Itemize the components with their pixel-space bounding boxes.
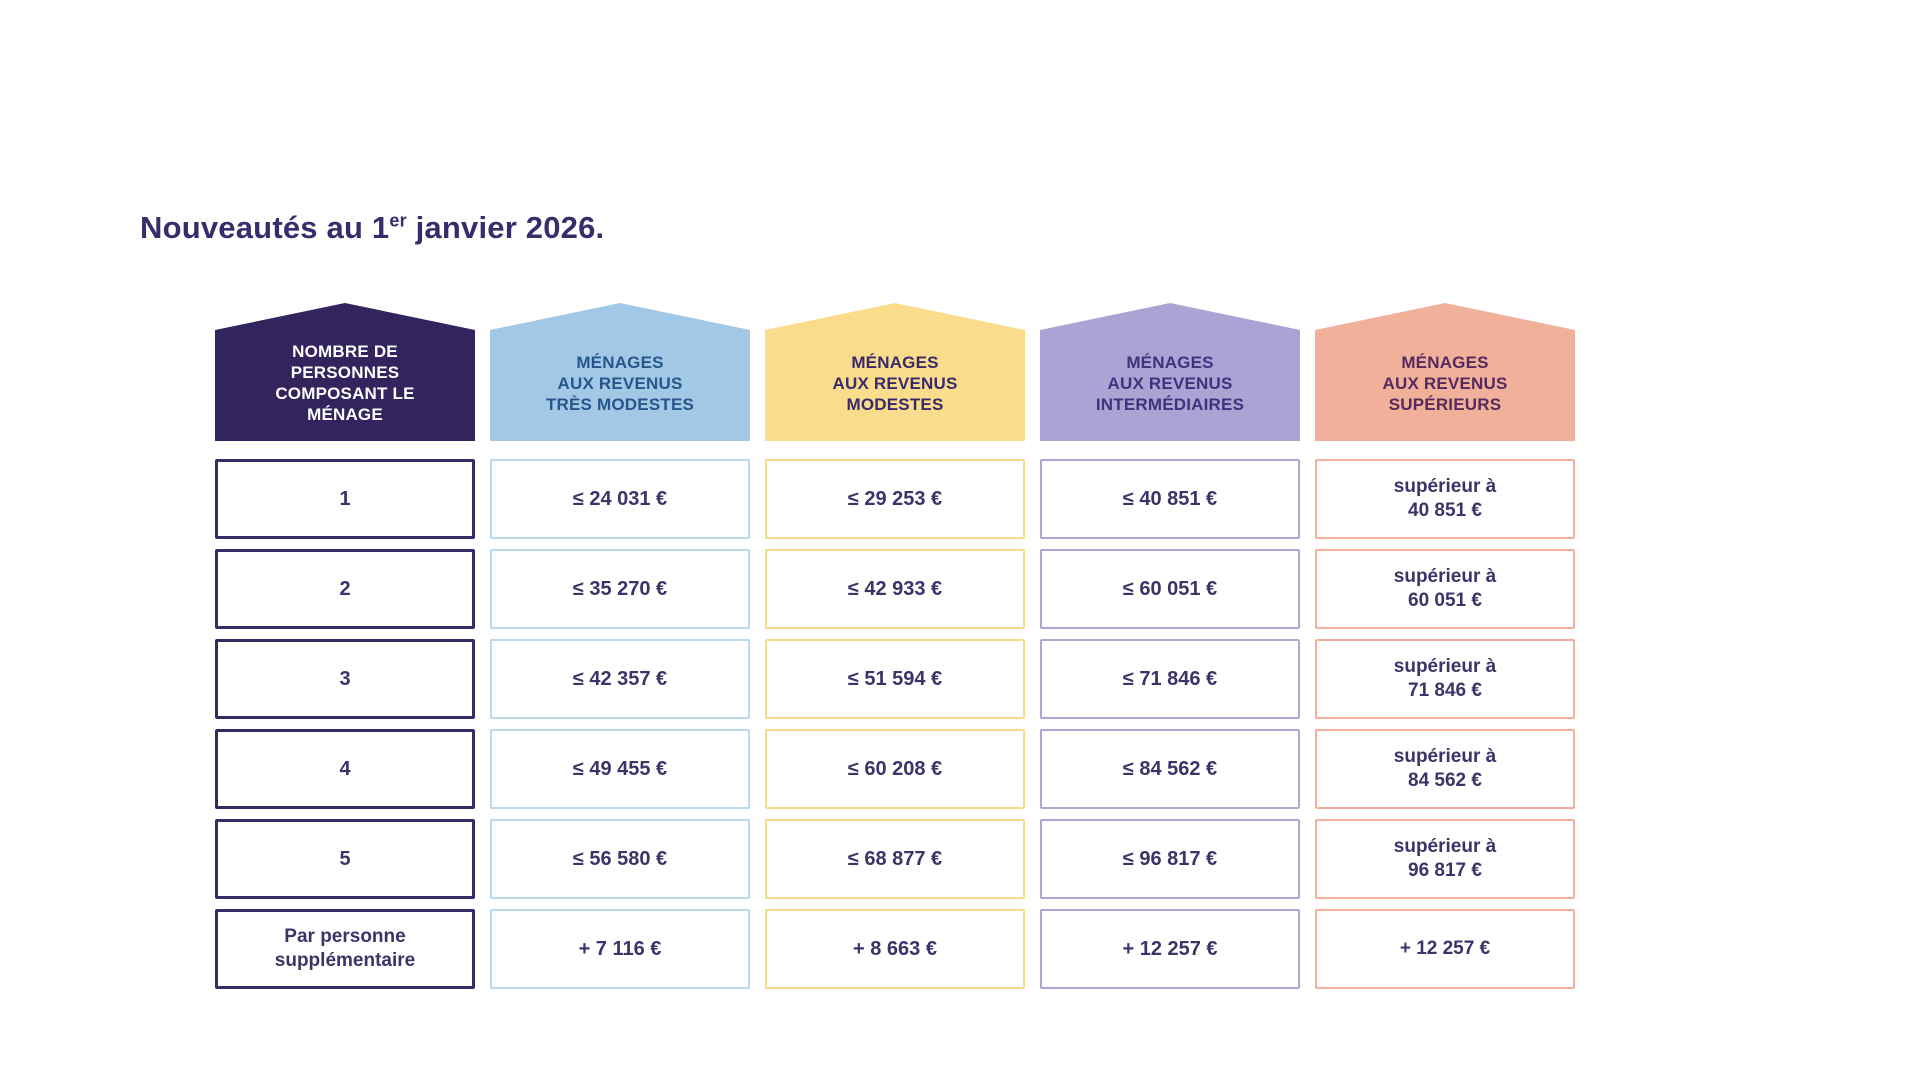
table-cell: 3 [215,639,475,719]
table-cell: + 12 257 € [1315,909,1575,989]
header-line: PERSONNES [290,363,400,382]
table-cell: ≤ 56 580 € [490,819,750,899]
table-cell: supérieur à 40 851 € [1315,459,1575,539]
table-cell: + 7 116 € [490,909,750,989]
table-cell: ≤ 60 051 € [1040,549,1300,629]
table-cell: supérieur à 96 817 € [1315,819,1575,899]
column-revenus-tres-modestes: MÉNAGES AUX REVENUS TRÈS MODESTES ≤ 24 0… [490,303,750,989]
table-cell: + 12 257 € [1040,909,1300,989]
title-superscript: er [389,210,407,231]
header-revenus-tres-modestes: MÉNAGES AUX REVENUS TRÈS MODESTES [490,303,750,441]
header-revenus-intermediaires: MÉNAGES AUX REVENUS INTERMÉDIAIRES [1040,303,1300,441]
table-cell: ≤ 35 270 € [490,549,750,629]
cell-value: 96 817 € [1408,860,1482,881]
table-cell: ≤ 42 933 € [765,549,1025,629]
cell-value: ≤ 49 455 € [572,757,668,780]
cell-value: ≤ 42 357 € [572,667,668,690]
cell-value: supérieur à [1393,566,1497,587]
header-revenus-superieurs: MÉNAGES AUX REVENUS SUPÉRIEURS [1315,303,1575,441]
cell-value: ≤ 96 817 € [1122,847,1218,870]
header-line: NOMBRE DE [292,342,398,361]
header-line: AUX REVENUS [557,373,683,393]
table-cell: ≤ 29 253 € [765,459,1025,539]
table-cell: ≤ 84 562 € [1040,729,1300,809]
cell-value: supérieur à [1393,656,1497,677]
cell-value: ≤ 51 594 € [847,667,943,690]
header-line: MÉNAGE [307,405,383,424]
cell-value: supplémentaire [274,950,416,971]
column-revenus-intermediaires: MÉNAGES AUX REVENUS INTERMÉDIAIRES ≤ 40 … [1040,303,1300,989]
header-line: AUX REVENUS [1107,373,1233,393]
table-cell: ≤ 71 846 € [1040,639,1300,719]
cell-value: 84 562 € [1408,770,1482,791]
column-household-size: NOMBRE DE PERSONNES COMPOSANT LE MÉNAGE … [215,303,475,989]
table-cell: supérieur à 60 051 € [1315,549,1575,629]
cell-value: + 7 116 € [578,937,662,960]
table-cell: 5 [215,819,475,899]
income-thresholds-table: NOMBRE DE PERSONNES COMPOSANT LE MÉNAGE … [215,303,1575,989]
table-cell: supérieur à 71 846 € [1315,639,1575,719]
cell-value: ≤ 56 580 € [572,847,668,870]
cell-value: ≤ 84 562 € [1122,757,1218,780]
cell-value: supérieur à [1393,746,1497,767]
cell-value: Par personne [284,926,406,947]
cell-value: 4 [339,757,351,780]
cell-value: 1 [339,487,351,510]
header-household-size: NOMBRE DE PERSONNES COMPOSANT LE MÉNAGE [215,303,475,441]
header-line: AUX REVENUS [1382,373,1508,393]
table-cell: ≤ 42 357 € [490,639,750,719]
cell-value: + 12 257 € [1122,937,1218,960]
header-line: TRÈS MODESTES [545,394,695,414]
cell-value: 71 846 € [1408,680,1482,701]
cell-value: + 12 257 € [1399,938,1491,959]
table-cell: ≤ 49 455 € [490,729,750,809]
header-line: MÉNAGES [576,352,664,372]
table-cell: ≤ 68 877 € [765,819,1025,899]
title-prefix: Nouveautés au 1 [140,210,390,245]
cell-value: 40 851 € [1408,500,1482,521]
table-cell: 4 [215,729,475,809]
table-cell: 2 [215,549,475,629]
table-cell: + 8 663 € [765,909,1025,989]
cell-value: ≤ 68 877 € [847,847,943,870]
cell-value: ≤ 35 270 € [572,577,668,600]
cell-value: supérieur à [1393,836,1497,857]
cell-value: 2 [339,577,351,600]
cell-value: ≤ 29 253 € [847,487,943,510]
cell-value: ≤ 71 846 € [1122,667,1218,690]
cell-value: ≤ 60 208 € [847,757,943,780]
page-title: Nouveautés au 1er janvier 2026. [140,210,604,246]
table-cell: ≤ 40 851 € [1040,459,1300,539]
cell-value: ≤ 60 051 € [1122,577,1218,600]
table-cell: ≤ 51 594 € [765,639,1025,719]
table-cell: ≤ 60 208 € [765,729,1025,809]
column-revenus-superieurs: MÉNAGES AUX REVENUS SUPÉRIEURS supérieur… [1315,303,1575,989]
cell-value: ≤ 24 031 € [572,487,668,510]
cell-value: 3 [339,667,351,690]
table-cell: Par personne supplémentaire [215,909,475,989]
column-revenus-modestes: MÉNAGES AUX REVENUS MODESTES ≤ 29 253 € … [765,303,1025,989]
cell-value: supérieur à [1393,476,1497,497]
header-line: MODESTES [846,394,944,414]
title-suffix: janvier 2026. [406,210,605,245]
table-cell: 1 [215,459,475,539]
cell-value: ≤ 42 933 € [847,577,943,600]
cell-value: + 8 663 € [853,937,937,960]
header-line: AUX REVENUS [832,373,958,393]
header-line: INTERMÉDIAIRES [1095,394,1245,414]
header-line: MÉNAGES [1126,352,1214,372]
table-cell: ≤ 24 031 € [490,459,750,539]
header-line: MÉNAGES [1401,352,1489,372]
table-cell: ≤ 96 817 € [1040,819,1300,899]
header-line: COMPOSANT LE [275,384,415,403]
header-line: MÉNAGES [851,352,939,372]
cell-value: 60 051 € [1408,590,1482,611]
table-cell: supérieur à 84 562 € [1315,729,1575,809]
cell-value: ≤ 40 851 € [1122,487,1218,510]
cell-value: 5 [339,847,351,870]
header-line: SUPÉRIEURS [1388,394,1502,414]
header-revenus-modestes: MÉNAGES AUX REVENUS MODESTES [765,303,1025,441]
